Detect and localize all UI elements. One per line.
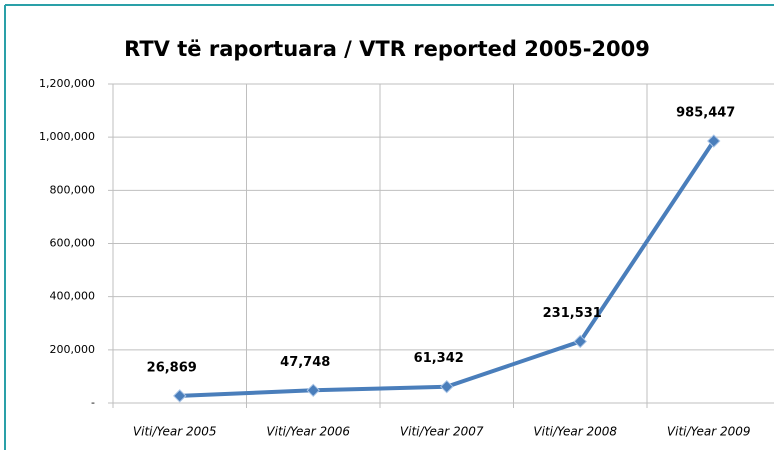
point-marker <box>440 379 454 394</box>
x-tick-label: Viti/Year 2007 <box>400 425 484 439</box>
x-tick-label: Viti/Year 2009 <box>667 425 751 439</box>
point-marker <box>573 334 587 349</box>
x-tick-label: Viti/Year 2008 <box>533 425 617 439</box>
y-tick-label: 1,000,000 <box>39 130 95 143</box>
y-tick-label: 400,000 <box>50 290 96 303</box>
data-label: 985,447 <box>676 106 735 121</box>
y-tick-label: 1,200,000 <box>39 77 95 90</box>
point-marker <box>707 134 721 148</box>
x-tick-label: Viti/Year 2006 <box>266 425 350 439</box>
data-label: 231,531 <box>543 306 602 321</box>
data-label: 26,869 <box>147 360 197 375</box>
y-tick-label: 200,000 <box>50 343 96 356</box>
point-marker <box>173 389 187 403</box>
y-tick-label: 800,000 <box>50 183 96 196</box>
chart-title: RTV të raportuara / VTR reported 2005-20… <box>124 37 650 61</box>
point-marker <box>306 383 320 398</box>
y-tick-label: 600,000 <box>50 237 96 250</box>
data-label: 61,342 <box>414 351 464 366</box>
data-label: 47,748 <box>280 355 330 370</box>
y-tick-label: - <box>91 396 95 409</box>
x-tick-label: Viti/Year 2005 <box>133 425 217 439</box>
